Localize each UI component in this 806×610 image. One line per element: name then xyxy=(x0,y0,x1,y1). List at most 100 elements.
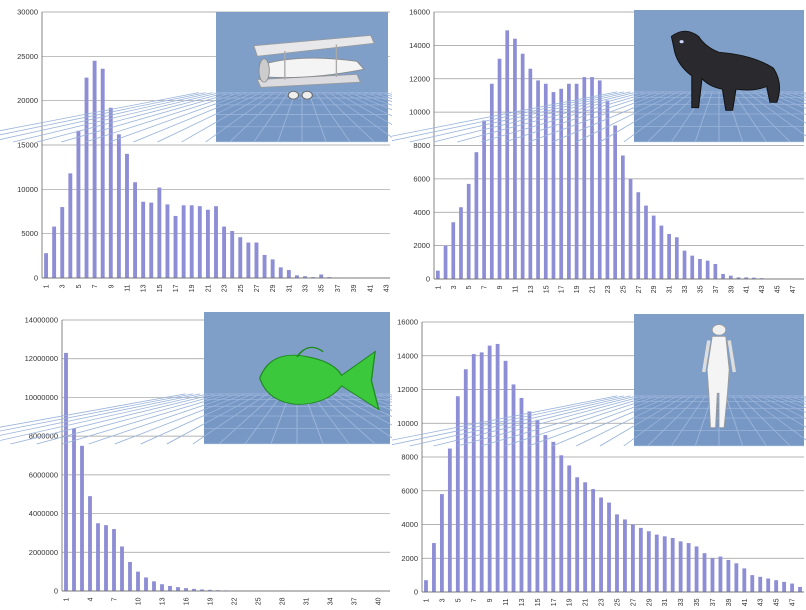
bar xyxy=(520,53,525,279)
bar xyxy=(120,546,124,591)
bar xyxy=(551,441,556,592)
bar xyxy=(479,352,484,592)
x-tick-label: 47 xyxy=(790,598,797,606)
y-tick-label: 5000 xyxy=(21,229,38,238)
x-tick-label: 29 xyxy=(651,285,658,293)
bar xyxy=(694,546,699,592)
y-tick-label: 12000 xyxy=(409,74,430,83)
x-tick-label: 17 xyxy=(551,598,558,606)
bar xyxy=(630,524,635,592)
bar xyxy=(583,482,588,592)
x-tick-label: 33 xyxy=(678,598,685,606)
fish-model xyxy=(259,346,380,411)
bar xyxy=(447,448,452,592)
biplane-model xyxy=(253,34,375,100)
bar xyxy=(487,345,492,592)
bar xyxy=(798,586,802,592)
x-tick-label: 1 xyxy=(423,598,430,602)
y-tick-label: 2000 xyxy=(401,554,418,563)
y-tick-label: 6000 xyxy=(401,486,418,495)
bar xyxy=(246,242,251,278)
y-tick-label: 30000 xyxy=(17,8,38,17)
bar xyxy=(474,152,479,279)
bar xyxy=(662,536,667,592)
bar xyxy=(160,584,164,591)
bar xyxy=(686,543,691,592)
bar xyxy=(68,173,73,278)
bar xyxy=(752,277,756,279)
bar xyxy=(551,92,556,279)
bar xyxy=(528,68,533,279)
inset-render xyxy=(392,314,806,447)
bar xyxy=(559,455,564,592)
bar xyxy=(443,245,448,279)
panther-model xyxy=(670,30,781,111)
bar xyxy=(319,274,324,278)
x-tick-label: 5 xyxy=(466,285,473,289)
x-tick-label: 35 xyxy=(694,598,701,606)
bar xyxy=(116,134,121,278)
inset-render xyxy=(0,12,392,143)
x-tick-label: 25 xyxy=(614,598,621,606)
bar xyxy=(615,514,619,592)
x-tick-label: 37 xyxy=(713,285,720,293)
bar xyxy=(742,568,747,592)
bar xyxy=(535,419,540,592)
x-tick-label: 25 xyxy=(620,285,627,293)
bar xyxy=(149,202,154,278)
bar xyxy=(527,411,532,592)
bar xyxy=(222,226,227,278)
bar xyxy=(80,445,84,591)
bar xyxy=(582,77,587,279)
x-tick-label: 35 xyxy=(697,285,704,293)
y-tick-label: 4000 xyxy=(413,208,430,217)
y-tick-label: 6000000 xyxy=(29,470,58,479)
bar xyxy=(590,77,594,279)
bar xyxy=(559,88,564,279)
x-tick-label: 15 xyxy=(543,285,550,293)
x-tick-label: 9 xyxy=(108,284,115,288)
bar xyxy=(60,207,65,278)
bar xyxy=(278,267,283,278)
bar xyxy=(574,83,579,279)
histogram-airplane: 0 5000 10000 15000 20000 25000 30000 1 3 5 7 9 11 13 1… xyxy=(0,0,392,300)
bar xyxy=(463,369,468,592)
bar xyxy=(471,354,476,592)
x-tick-label: 28 xyxy=(280,597,287,605)
x-tick-label: 37 xyxy=(710,598,717,606)
bar xyxy=(575,477,580,592)
y-tick-label: 12000 xyxy=(397,385,418,394)
bar xyxy=(628,178,633,279)
x-tick-label: 15 xyxy=(157,284,164,292)
bar xyxy=(128,561,132,591)
x-tick-label: 39 xyxy=(351,284,358,292)
y-tick-label: 14000 xyxy=(409,41,430,50)
x-tick-label: 11 xyxy=(503,598,510,605)
histogram-panther: 0 2000 4000 6000 8000 10000 12000 14000 16000 1 3 5… xyxy=(392,0,806,300)
x-tick-label: 31 xyxy=(304,597,311,605)
bar xyxy=(270,259,275,278)
bar xyxy=(670,538,675,592)
x-tick-label: 13 xyxy=(519,598,526,606)
human-model xyxy=(702,324,736,428)
x-tick-label: 19 xyxy=(189,284,196,292)
bar xyxy=(750,575,755,592)
x-tick-label: 43 xyxy=(758,598,765,606)
inset-render xyxy=(0,312,392,445)
bar xyxy=(543,83,548,279)
x-tick-label: 19 xyxy=(567,598,574,606)
bar xyxy=(439,494,444,592)
y-tick-label: 10000 xyxy=(409,108,430,117)
x-tick-label: 35 xyxy=(319,284,326,292)
bar xyxy=(705,260,710,279)
y-tick-label: 4000000 xyxy=(29,509,58,518)
bar xyxy=(489,83,494,279)
x-tick-label: 33 xyxy=(303,284,310,292)
inset-ground-grid xyxy=(0,393,392,445)
bar xyxy=(205,209,210,278)
bar xyxy=(327,277,332,278)
y-tick-label: 0 xyxy=(54,587,58,596)
bar xyxy=(189,205,194,278)
y-tick-label: 10000 xyxy=(17,185,38,194)
histogram-human: 0 2000 4000 6000 8000 10000 12000 14000 16000 1 3 5… xyxy=(392,308,806,610)
